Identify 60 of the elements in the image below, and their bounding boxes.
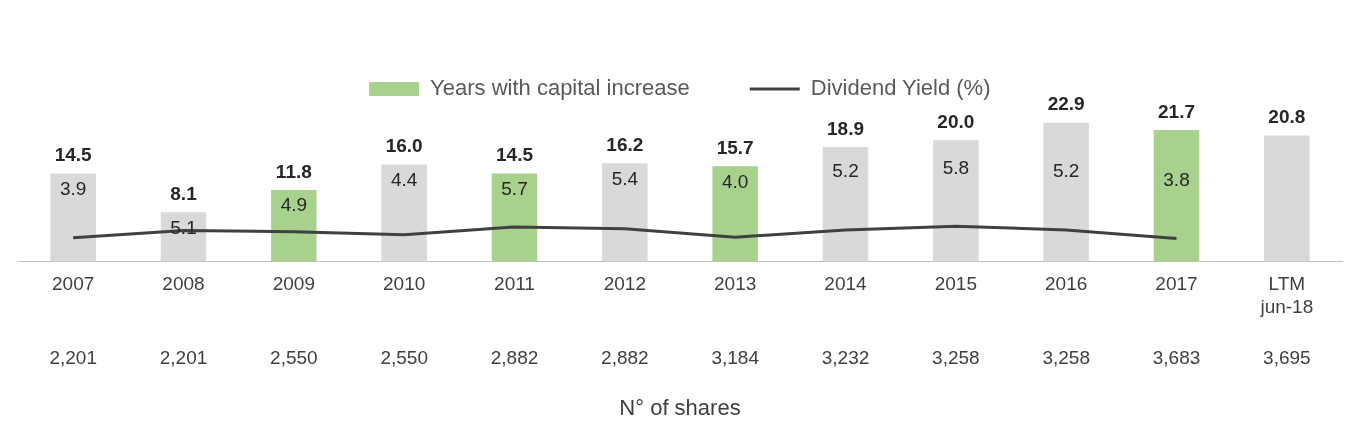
data-label: 4.4 [390, 168, 418, 190]
data-label: 11.8 [275, 160, 312, 182]
data-label: 4.9 [280, 194, 308, 216]
data-label: 14.5 [496, 144, 534, 166]
bar [602, 163, 648, 262]
text: 3,695 [1263, 347, 1311, 369]
bar [381, 164, 427, 262]
text: 2,882 [601, 347, 649, 369]
text: 3,258 [932, 347, 980, 369]
text: 2,201 [159, 347, 208, 369]
data-label: 5.7 [501, 177, 528, 199]
text: 2,201 [49, 347, 97, 369]
data-label: 15.7 [716, 137, 754, 159]
bar [1043, 122, 1089, 262]
x-tick-label: 2011 [494, 273, 535, 295]
data-label: 20.8 [1268, 106, 1306, 128]
data-label: 21.7 [1158, 100, 1195, 122]
data-label: 20.0 [937, 111, 975, 133]
data-label: 5.2 [1052, 160, 1080, 182]
legend-label: Years with capital increase [430, 75, 690, 101]
text: 2,550 [270, 347, 318, 369]
data-label: 16.2 [606, 134, 644, 156]
bar [271, 189, 317, 262]
bar [712, 166, 758, 262]
text: 2,550 [380, 347, 428, 369]
text: 3,232 [821, 347, 870, 369]
data-label: 3.9 [59, 177, 87, 199]
x-axis-title: N° of shares [619, 395, 741, 421]
data-label: 4.0 [721, 170, 749, 192]
x-tick-label: 2015 [934, 273, 977, 295]
x-tick-label: 2013 [714, 273, 757, 295]
bar [50, 173, 96, 262]
bar [822, 146, 869, 262]
x-tick-label: 2016 [1045, 273, 1088, 295]
bar [491, 173, 538, 262]
bar [933, 140, 979, 262]
data-label: 5.2 [832, 160, 859, 182]
legend-label: Dividend Yield (%) [810, 75, 991, 101]
x-tick-label: 2017 [1155, 273, 1198, 295]
x-tick-label: 2008 [162, 273, 205, 295]
text: 2,882 [490, 347, 539, 369]
x-tick-label: 2009 [272, 273, 315, 295]
bar [1153, 129, 1200, 262]
data-label: 3.8 [1163, 168, 1190, 190]
data-label: 8.1 [170, 183, 198, 205]
text: 3,184 [711, 347, 760, 369]
data-label: 14.5 [54, 144, 93, 166]
x-tick-label: 2007 [52, 273, 95, 295]
x-tick-label: LTM jun-18 [1259, 273, 1314, 317]
data-label: 16.0 [385, 135, 423, 157]
data-label: 5.8 [942, 156, 970, 178]
x-tick-label: 2010 [383, 273, 426, 295]
x-tick-label: 2012 [603, 273, 646, 295]
data-label: 5.4 [611, 167, 639, 189]
bar [1264, 135, 1310, 262]
text: 3,258 [1042, 347, 1090, 369]
data-label: 22.9 [1047, 93, 1085, 115]
text: 3,683 [1152, 347, 1201, 369]
data-label: 18.9 [827, 117, 864, 139]
x-tick-label: 2014 [824, 273, 868, 295]
